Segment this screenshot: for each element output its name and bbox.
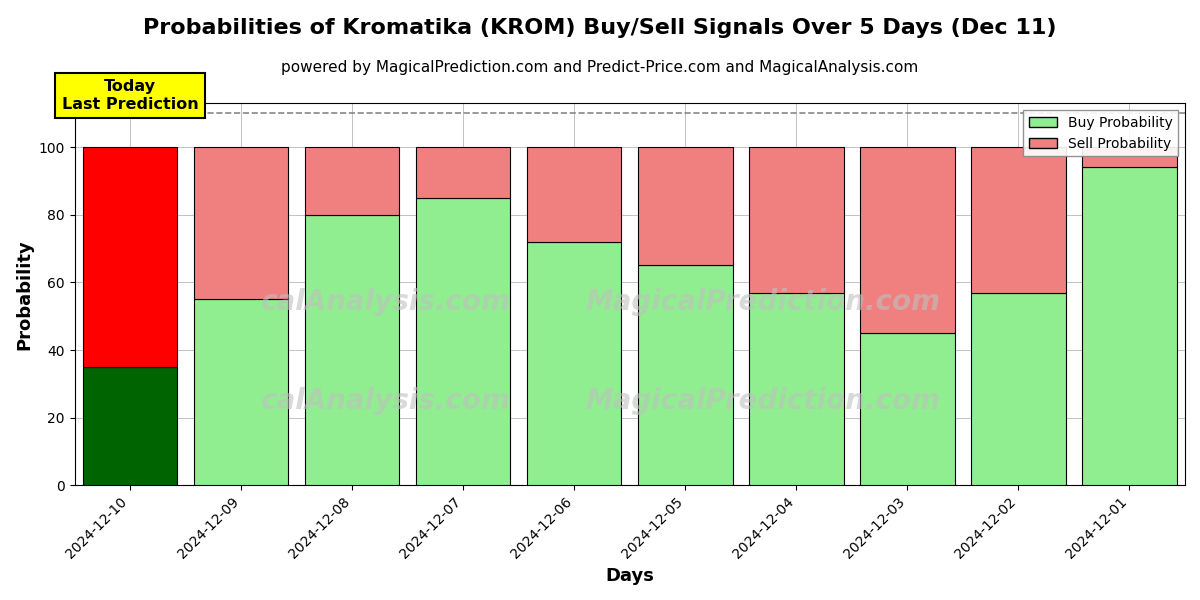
Text: MagicalPrediction.com: MagicalPrediction.com [586,387,941,415]
Text: calAnalysis.com: calAnalysis.com [260,288,510,316]
Bar [527,242,622,485]
Bar [194,299,288,485]
Bar [749,147,844,293]
Bar [1082,147,1177,167]
Bar [860,147,955,333]
Bar [83,147,178,367]
Bar [1082,167,1177,485]
Bar [194,147,288,299]
Bar [860,333,955,485]
Text: powered by MagicalPrediction.com and Predict-Price.com and MagicalAnalysis.com: powered by MagicalPrediction.com and Pre… [281,60,919,75]
Text: calAnalysis.com: calAnalysis.com [260,387,510,415]
Legend: Buy Probability, Sell Probability: Buy Probability, Sell Probability [1024,110,1178,156]
Text: Probabilities of Kromatika (KROM) Buy/Sell Signals Over 5 Days (Dec 11): Probabilities of Kromatika (KROM) Buy/Se… [143,18,1057,38]
Text: Today
Last Prediction: Today Last Prediction [61,79,198,112]
Text: MagicalPrediction.com: MagicalPrediction.com [586,288,941,316]
Bar [971,147,1066,293]
Bar [305,215,400,485]
Bar [971,293,1066,485]
X-axis label: Days: Days [605,567,654,585]
Bar [638,265,732,485]
Bar [416,198,510,485]
Bar [638,147,732,265]
Bar [749,293,844,485]
Bar [305,147,400,215]
Bar [416,147,510,198]
Bar [527,147,622,242]
Y-axis label: Probability: Probability [16,239,34,350]
Bar [83,367,178,485]
